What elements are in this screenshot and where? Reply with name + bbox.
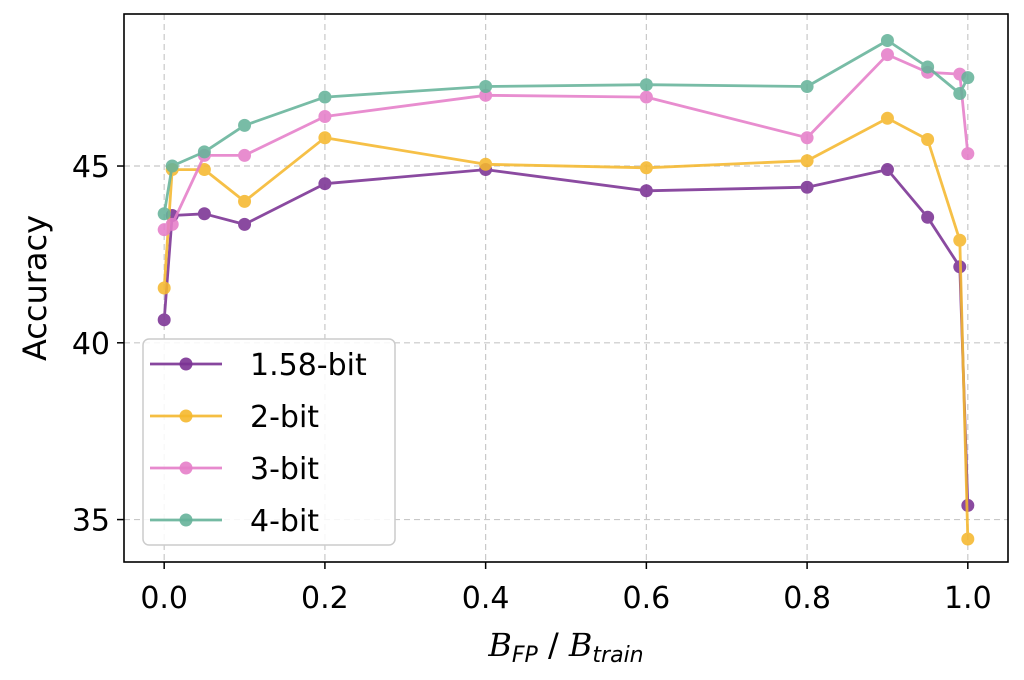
legend-marker xyxy=(179,461,193,475)
y-tick-label: 35 xyxy=(72,504,110,539)
data-point xyxy=(953,87,967,101)
legend-item: 1.58-bit xyxy=(150,348,367,383)
data-point xyxy=(157,281,171,295)
legend: 1.58-bit 2-bit 3-bit 4-bit xyxy=(142,338,396,546)
data-point xyxy=(165,217,179,231)
x-tick-label: 0.4 xyxy=(462,581,510,616)
series-3-bit xyxy=(157,48,975,237)
data-point xyxy=(318,131,332,145)
data-point xyxy=(318,90,332,104)
data-point xyxy=(961,147,975,161)
legend-marker xyxy=(179,409,193,423)
data-point xyxy=(639,184,653,198)
data-point xyxy=(921,60,935,74)
data-point xyxy=(880,163,894,177)
y-axis-label: Accuracy xyxy=(16,215,54,361)
legend-marker xyxy=(179,357,193,371)
x-label-separator: / xyxy=(538,626,569,664)
legend-label: 3-bit xyxy=(250,452,319,487)
x-tick-label: 0.6 xyxy=(623,581,671,616)
data-point xyxy=(157,207,171,221)
legend-marker xyxy=(179,513,193,527)
x-label-sub-1: FP xyxy=(512,643,539,668)
data-point xyxy=(238,194,252,208)
data-point xyxy=(639,90,653,104)
data-point xyxy=(800,79,814,93)
plot-frame xyxy=(123,13,1009,563)
data-point xyxy=(961,71,975,85)
data-point xyxy=(639,78,653,92)
legend-item: 3-bit xyxy=(150,452,319,487)
data-point xyxy=(880,34,894,48)
x-label-sub-2: train xyxy=(592,643,643,668)
series-4-bit xyxy=(157,34,975,221)
legend-box xyxy=(142,338,396,546)
data-point xyxy=(165,159,179,173)
series-line xyxy=(162,39,970,215)
data-point xyxy=(318,177,332,191)
data-point xyxy=(639,161,653,175)
legend-label: 2-bit xyxy=(250,400,319,435)
data-point xyxy=(921,210,935,224)
data-point xyxy=(953,233,967,247)
x-tick-label: 0.0 xyxy=(140,581,188,616)
y-tick-label: 40 xyxy=(72,327,110,362)
data-point xyxy=(238,148,252,162)
data-point xyxy=(800,131,814,145)
data-point xyxy=(880,48,894,62)
data-point xyxy=(197,163,211,177)
data-point xyxy=(238,118,252,132)
data-point xyxy=(961,532,975,546)
x-tick-label: 0.2 xyxy=(301,581,349,616)
legend-label: 1.58-bit xyxy=(250,348,367,383)
series-layer xyxy=(157,34,975,546)
data-point xyxy=(921,133,935,147)
data-point xyxy=(318,110,332,124)
data-point xyxy=(479,79,493,93)
legend-item: 4-bit xyxy=(150,504,319,539)
data-point xyxy=(800,154,814,168)
legend-item: 2-bit xyxy=(150,400,319,435)
data-point xyxy=(800,180,814,194)
data-point xyxy=(197,207,211,221)
data-point xyxy=(157,313,171,327)
x-axis-label: BFP / Btrain xyxy=(487,626,643,668)
x-tick-label: 1.0 xyxy=(944,581,992,616)
ticks-layer: 0.0 0.2 0.4 0.6 0.8 1.0 35 40 45 xyxy=(72,150,992,616)
x-tick-label: 0.8 xyxy=(783,581,831,616)
data-point xyxy=(880,111,894,125)
x-label-main-2: B xyxy=(568,626,593,664)
y-tick-label: 45 xyxy=(72,150,110,185)
data-point xyxy=(197,145,211,159)
legend-label: 4-bit xyxy=(250,504,319,539)
data-point xyxy=(479,157,493,171)
x-label-main-1: B xyxy=(487,626,512,664)
data-point xyxy=(238,217,252,231)
